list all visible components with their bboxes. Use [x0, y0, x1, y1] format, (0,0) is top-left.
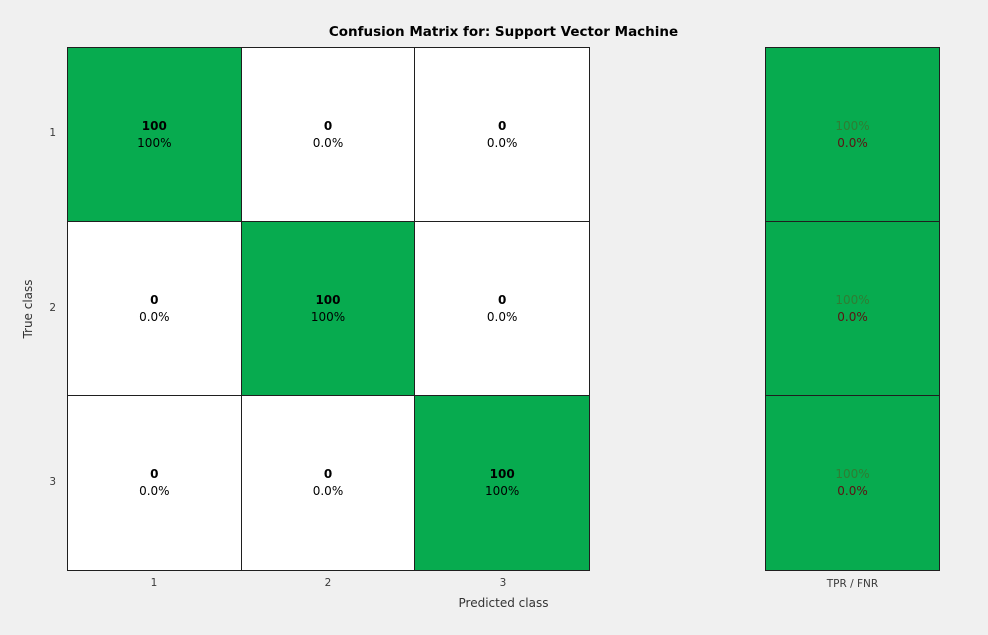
matrix-cell-r1c2: 0 0.0%: [241, 48, 416, 222]
fnr-value: 0.0%: [837, 484, 868, 498]
cell-percent: 0.0%: [486, 135, 518, 150]
cell-count: 0: [150, 467, 159, 481]
cell-percent: 100%: [310, 309, 346, 324]
matrix-cell-r1c3: 0 0.0%: [415, 48, 589, 222]
cell-count: 100: [141, 118, 167, 133]
cell-percent: 0.0%: [139, 309, 170, 324]
cell-count: 0: [323, 467, 333, 481]
matrix-cell-r1c1: 100 100%: [68, 48, 242, 222]
cell-count: 100: [315, 292, 341, 307]
tpr-value: 100%: [835, 118, 870, 133]
page-title: Confusion Matrix for: Support Vector Mac…: [328, 24, 679, 40]
cell-percent: 100%: [485, 484, 520, 498]
cell-percent: 0.0%: [312, 135, 344, 150]
x-axis-label: Predicted class: [458, 596, 549, 610]
x-tick-2: 2: [324, 577, 332, 589]
y-tick-3: 3: [49, 476, 56, 488]
cell-count: 100: [489, 467, 515, 481]
cell-count: 0: [497, 292, 507, 307]
cell-percent: 100%: [137, 135, 172, 150]
matrix-cell-r2c3: 0 0.0%: [415, 222, 589, 396]
matrix-cell-r2c2: 100 100%: [241, 222, 416, 396]
matrix-cell-r3c3: 100 100%: [415, 396, 589, 570]
matrix-cell-r3c1: 0 0.0%: [68, 396, 242, 570]
summary-axis-label: TPR / FNR: [826, 578, 879, 590]
matrix-cell-r2c1: 0 0.0%: [68, 222, 242, 396]
cell-percent: 0.0%: [486, 309, 518, 324]
cell-count: 0: [497, 118, 507, 133]
cell-count: 0: [323, 118, 333, 133]
matrix-cell-r3c2: 0 0.0%: [242, 396, 416, 570]
cell-percent: 0.0%: [139, 484, 170, 498]
fnr-value: 0.0%: [837, 309, 868, 324]
summary-column: 100% 0.0% 100% 0.0% 100% 0.0%: [765, 47, 940, 571]
fnr-value: 0.0%: [837, 135, 868, 150]
y-axis-label: True class: [21, 279, 35, 339]
tpr-value: 100%: [835, 292, 870, 307]
x-tick-1: 1: [150, 577, 158, 589]
tpr-value: 100%: [835, 467, 870, 481]
summary-cell-row1: 100% 0.0%: [766, 48, 939, 222]
x-tick-3: 3: [499, 577, 507, 589]
summary-cell-row3: 100% 0.0%: [766, 396, 939, 570]
cell-count: 0: [150, 292, 159, 307]
cell-percent: 0.0%: [312, 484, 344, 498]
y-tick-2: 2: [49, 302, 56, 314]
summary-cell-row2: 100% 0.0%: [766, 222, 939, 396]
confusion-matrix: 100 100% 0 0.0% 0 0.0% 0 0.0% 100 100% 0…: [67, 47, 590, 571]
y-tick-1: 1: [49, 127, 56, 139]
